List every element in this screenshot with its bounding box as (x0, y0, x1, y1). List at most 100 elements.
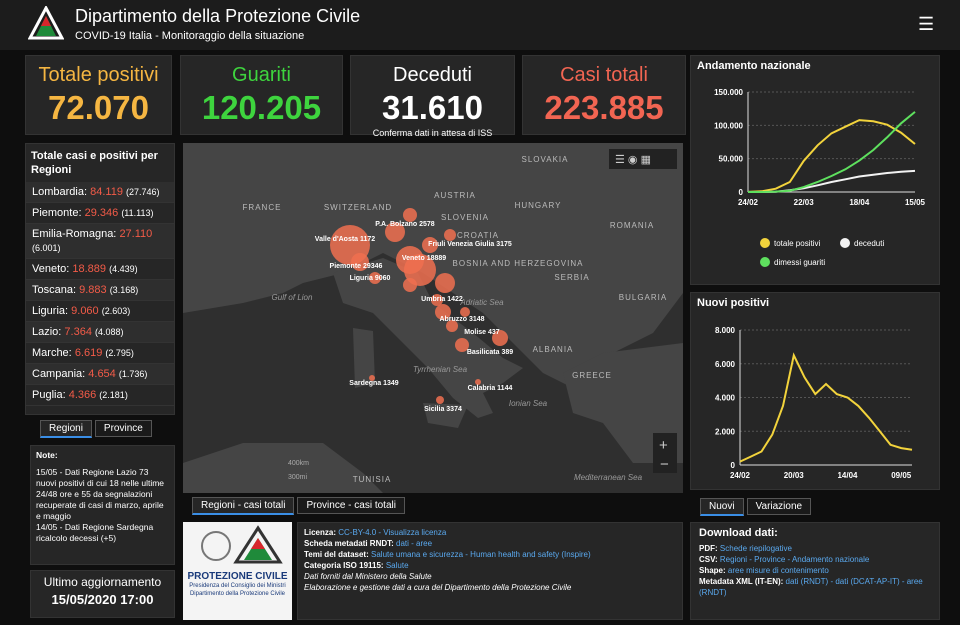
y-tick-label: 0 (739, 188, 744, 197)
tab[interactable]: Province (94, 420, 152, 437)
info-link[interactable]: CC-BY-4.0 - Visualizza licenza (338, 528, 447, 537)
x-tick-label: 15/05 (905, 198, 926, 207)
update-value: 15/05/2020 17:00 (51, 592, 154, 607)
update-panel: Ultimo aggiornamento 15/05/2020 17:00 (30, 570, 175, 618)
country-label: ALBANIA (533, 345, 574, 354)
land-sicily (423, 403, 468, 428)
region-name: Piemonte: (32, 207, 82, 219)
bubble (403, 278, 417, 292)
logo-line: Dipartimento della Protezione Civile (189, 591, 286, 597)
info-line: Dati forniti dal Ministero della Salute (304, 571, 676, 582)
legend-label: totale positivi (774, 239, 820, 248)
info-line: Categoria ISO 19115: Salute (304, 560, 676, 571)
info-label: Licenza: (304, 528, 337, 537)
country-label: SLOVENIA (441, 213, 489, 222)
region-name: Puglia: (32, 389, 66, 401)
info-line: Elaborazione e gestione dati a cura del … (304, 582, 676, 593)
region-positive: (4.088) (95, 327, 124, 337)
kpi-box: Guariti 120.205 (180, 55, 343, 135)
info-label: Categoria ISO 19115: (304, 561, 384, 570)
region-name: Toscana: (32, 284, 77, 296)
note-paragraph: 15/05 - Dati Regione Lazio 73 nuovi posi… (36, 467, 165, 521)
info-link[interactable]: Schede riepilogative (719, 544, 792, 553)
land-africa (183, 443, 383, 493)
kpi-value: 120.205 (201, 89, 322, 126)
info-link[interactable]: aree misure di contenimento (727, 566, 829, 575)
menu-button[interactable]: ☰ (918, 14, 935, 34)
logo-box: PROTEZIONE CIVILE Presidenza del Consigl… (183, 522, 292, 620)
bubble-label: Friuli Venezia Giulia 3175 (428, 241, 512, 248)
bubble (422, 237, 438, 253)
tab[interactable]: Province - casi totali (297, 497, 405, 514)
region-positive: (1.736) (118, 369, 148, 379)
info-label: PDF: (699, 544, 718, 553)
bubble (369, 272, 381, 284)
region-total: 6.619 (74, 347, 103, 359)
info-line: Metadata XML (IT-EN): dati (RNDT) - dati… (699, 576, 931, 598)
kpi-note: Conferma dati in attesa di ISS (372, 128, 493, 138)
note-title: Note: (36, 450, 58, 460)
national-panel: Andamento nazionale (690, 55, 940, 285)
bubble (403, 208, 417, 222)
y-tick-label: 50.000 (719, 155, 744, 164)
info-link[interactable]: Regioni - Province - Andamento nazionale (719, 555, 870, 564)
region-total: 7.364 (64, 326, 92, 338)
note-text: 15/05 - Dati Regione Lazio 73 nuovi posi… (36, 467, 169, 544)
zoom[interactable]: +− (653, 433, 677, 473)
country-label: TUNISIA (353, 475, 392, 484)
region-name: Lombardia: (32, 186, 88, 198)
bubble-label: Calabria 1144 (468, 385, 513, 392)
bubble-label: Sicilia 3374 (424, 406, 462, 413)
map-tabs: Regioni - casi totali Province - casi tot… (192, 495, 408, 515)
info-label: Shape: (699, 566, 726, 575)
region-name: Veneto: (32, 263, 70, 275)
region-total: 9.883 (79, 284, 107, 296)
kpi-label: Totale positivi (38, 64, 159, 86)
bubble (460, 307, 470, 317)
region-total: 18.889 (72, 263, 107, 275)
region-row: Lombardia: 84.119 (27.746) (26, 182, 174, 203)
scale-label: 300mi (288, 474, 308, 481)
y-tick-label: 100.000 (714, 121, 743, 130)
country-label: GREECE (572, 371, 612, 380)
note-panel: Note: 15/05 - Dati Regione Lazio 73 nuov… (30, 445, 175, 565)
tab[interactable]: Nuovi (700, 498, 744, 516)
bubble-label: Abruzzo 3148 (439, 316, 484, 323)
info-label: Elaborazione e gestione dati a cura del … (304, 583, 572, 592)
info-link[interactable]: Salute (385, 561, 409, 570)
bubble (436, 396, 444, 404)
country-label: SLOVAKIA (522, 155, 569, 164)
legend-swatch (760, 238, 770, 248)
tab[interactable]: Variazione (746, 498, 812, 515)
svg-text:+: + (659, 437, 668, 454)
tab[interactable]: Regioni - casi totali (192, 497, 295, 515)
subtitle: COVID-19 Italia - Monitoraggio della sit… (75, 30, 305, 42)
kpi-label: Casi totali (560, 64, 648, 86)
info-label: Metadata XML (IT-EN): (699, 577, 784, 586)
bubble (435, 273, 455, 293)
region-name: Marche: (32, 347, 72, 359)
x-tick-label: 09/05 (891, 471, 912, 480)
bubble (492, 330, 508, 346)
map-tools[interactable]: ☰ ◉ ▦ (609, 149, 677, 169)
bubble-label: Liguria 9060 (350, 275, 391, 282)
region-positive: (2.795) (105, 348, 134, 358)
region-total: 9.060 (71, 305, 99, 317)
logo-icon (28, 6, 64, 40)
tab[interactable]: Regioni (40, 420, 92, 438)
bubble-label: Basilicata 389 (467, 349, 513, 356)
info-link[interactable]: dati - aree (396, 539, 433, 548)
country-label: ROMANIA (610, 221, 654, 230)
info-panel: Licenza: CC-BY-4.0 - Visualizza licenza S… (297, 522, 683, 620)
legend-swatch (840, 238, 850, 248)
info-link[interactable]: Salute umana e sicurezza - Human health … (371, 550, 591, 559)
info-link[interactable]: dati (RNDT) - dati (DCAT-AP-IT) - aree (… (699, 577, 923, 597)
bubble (444, 229, 456, 241)
x-tick-label: 18/04 (849, 198, 870, 207)
series-line (748, 111, 916, 193)
legend-swatch (760, 257, 770, 267)
country-label: HUNGARY (515, 201, 562, 210)
bubble (455, 338, 469, 352)
new-title: Nuovi positivi (697, 297, 770, 309)
kpi-label: Deceduti (393, 64, 472, 86)
